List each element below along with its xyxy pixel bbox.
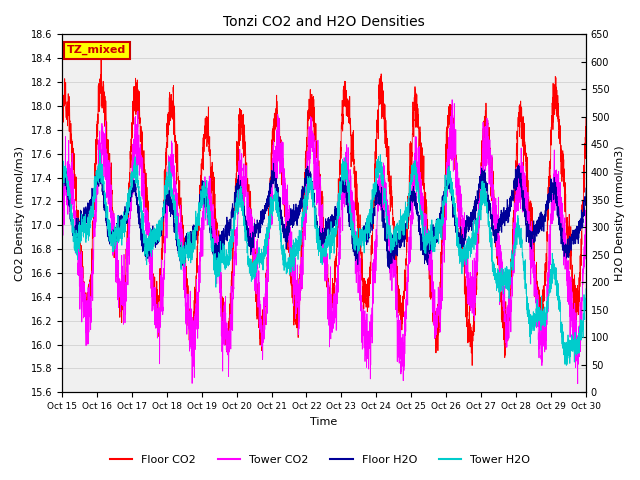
Y-axis label: CO2 Density (mmol/m3): CO2 Density (mmol/m3)	[15, 146, 25, 281]
Text: TZ_mixed: TZ_mixed	[67, 45, 126, 55]
Y-axis label: H2O Density (mmol/m3): H2O Density (mmol/m3)	[615, 145, 625, 281]
Title: Tonzi CO2 and H2O Densities: Tonzi CO2 and H2O Densities	[223, 15, 425, 29]
Legend: Floor CO2, Tower CO2, Floor H2O, Tower H2O: Floor CO2, Tower CO2, Floor H2O, Tower H…	[105, 451, 535, 469]
X-axis label: Time: Time	[310, 417, 337, 427]
